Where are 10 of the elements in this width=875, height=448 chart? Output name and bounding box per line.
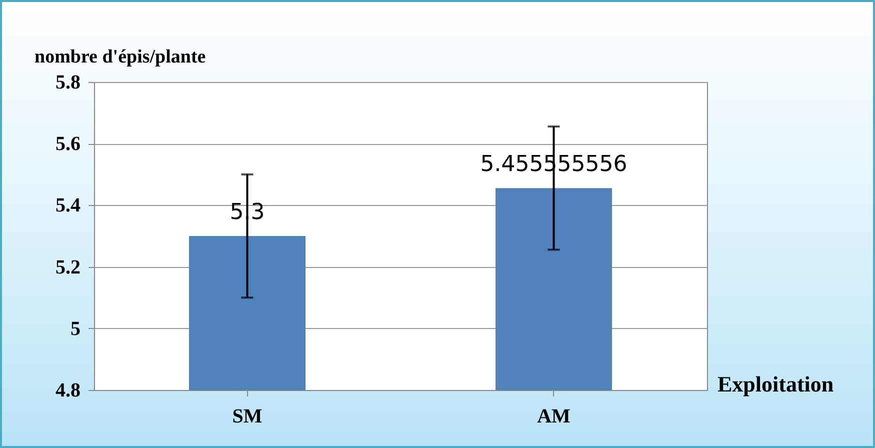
y-tick-label: 5: [70, 318, 80, 340]
y-tick-label: 5.6: [56, 133, 80, 156]
y-tick-label: 5.4: [56, 194, 80, 217]
x-axis-title: Exploitation: [718, 372, 834, 396]
y-tick-label: 5.8: [56, 72, 80, 94]
x-tick-label: AM: [537, 406, 571, 428]
y-axis-title: nombre d'épis/plante: [34, 46, 206, 68]
y-tick-label: 4.8: [56, 380, 80, 402]
y-tick-label: 5.2: [56, 256, 80, 278]
x-tick-label: SM: [232, 406, 262, 428]
